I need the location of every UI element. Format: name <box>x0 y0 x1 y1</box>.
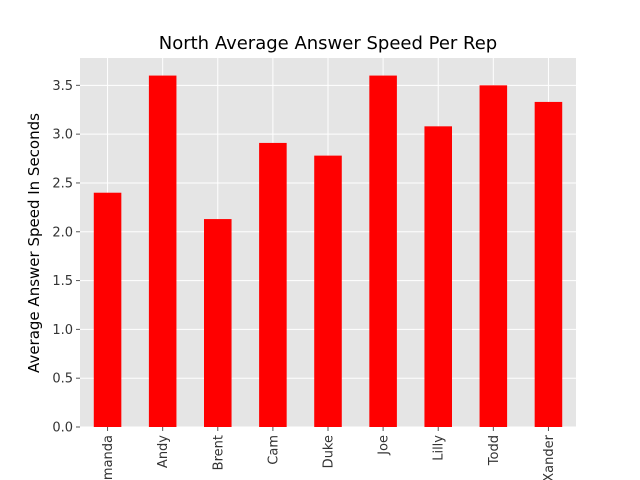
bar-joe <box>369 75 397 428</box>
bar-lilly <box>424 126 452 427</box>
x-tick-label: Xander <box>542 434 557 480</box>
chart-title: North Average Answer Speed Per Rep <box>159 33 497 54</box>
x-tick-label: Andy <box>156 435 171 468</box>
x-tick-label: Amanda <box>101 435 116 480</box>
y-tick-label: 1.0 <box>52 323 73 338</box>
bar-brent <box>204 219 232 427</box>
y-tick-label: 0.0 <box>52 421 73 436</box>
x-tick-label: Todd <box>487 435 502 466</box>
y-tick-label: 3.0 <box>52 128 73 143</box>
bar-todd <box>479 85 508 427</box>
x-tick-label: Cam <box>266 435 281 465</box>
y-tick-label: 2.0 <box>52 225 73 240</box>
bar-andy <box>148 75 177 428</box>
y-tick-label: 3.5 <box>52 79 73 94</box>
bars <box>93 75 563 428</box>
bar-xander <box>534 101 563 427</box>
y-axis-label: Average Answer Speed In Seconds <box>25 113 43 373</box>
x-tick-label: Duke <box>322 435 337 468</box>
x-tick-label: Lilly <box>432 435 447 461</box>
bar-duke <box>314 155 342 427</box>
y-tick-label: 2.5 <box>52 176 73 191</box>
x-tick-label: Brent <box>211 435 226 470</box>
bar-cam <box>259 142 287 427</box>
y-tick-label: 0.5 <box>52 372 73 387</box>
bar-amanda <box>93 192 122 427</box>
x-tick-label: Joe <box>377 435 392 456</box>
x-axis-ticks: Amanda Andy Brent Cam Duke Joe Lilly Todd Xander <box>101 427 557 480</box>
y-axis-ticks: 0.0 0.5 1.0 1.5 2.0 2.5 3.0 3.5 <box>52 79 80 436</box>
y-tick-label: 1.5 <box>52 274 73 289</box>
